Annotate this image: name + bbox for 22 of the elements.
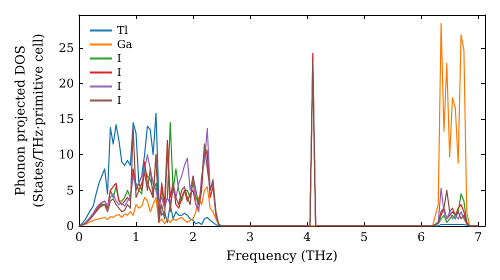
y-tick-label: 25 bbox=[58, 40, 74, 55]
x-tick-label: 0 bbox=[75, 230, 83, 244]
x-tick-label: 6 bbox=[417, 230, 425, 244]
y-tick-label: 0 bbox=[66, 219, 74, 233]
x-tick-label: 7 bbox=[474, 230, 482, 244]
x-tick-label: 4 bbox=[303, 230, 312, 244]
x-tick-label: 3 bbox=[246, 230, 254, 244]
legend-label: I bbox=[117, 80, 122, 93]
y-tick-label: 20 bbox=[58, 76, 74, 90]
y-tick-label: 15 bbox=[58, 112, 74, 126]
x-tick-label: 2 bbox=[189, 230, 197, 244]
x-tick-label: 5 bbox=[360, 230, 368, 244]
legend-label: Tl bbox=[117, 24, 128, 37]
x-tick-label: 1 bbox=[132, 230, 140, 244]
y-tick-label: 10 bbox=[58, 148, 74, 162]
x-axis-title: Frequency (THz) bbox=[226, 249, 338, 264]
legend-label: Ga bbox=[117, 38, 133, 51]
legend-label: I bbox=[117, 94, 122, 107]
y-tick-label: 5 bbox=[66, 183, 74, 198]
legend-label: I bbox=[117, 66, 122, 79]
y-axis-title: Phonon projected DOS (States/THz·primitive cell) bbox=[13, 33, 46, 208]
legend-label: I bbox=[117, 52, 122, 65]
